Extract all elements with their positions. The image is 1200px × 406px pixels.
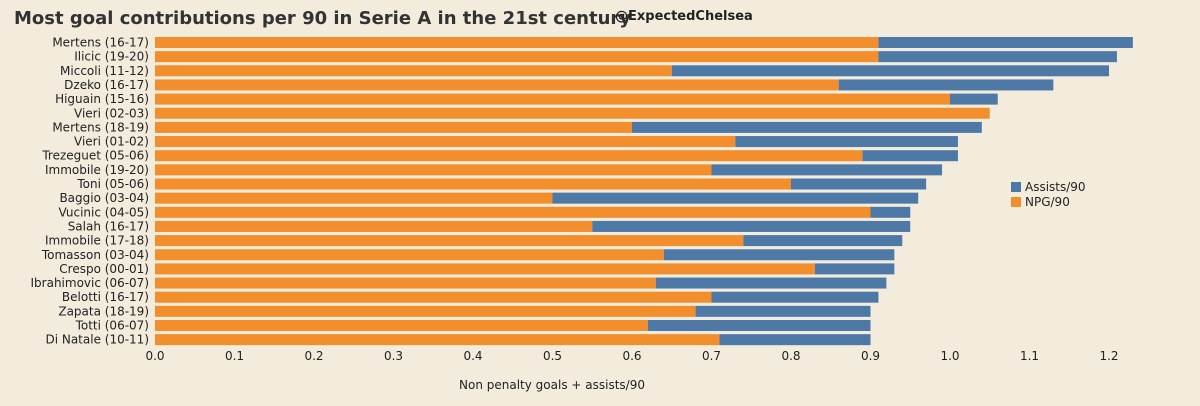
legend-swatch (1011, 197, 1021, 207)
category-label: Tomasson (03-04) (41, 248, 149, 262)
x-tick-labels: 0.0 0.1 0.2 0.3 0.4 0.5 0.6 0.7 0.8 0.9 1.0 1.1 1.2 (145, 349, 1118, 363)
bar-npg-trezeguet-05-06 (155, 150, 863, 162)
legend-label: NPG/90 (1025, 195, 1070, 209)
chart-credit: @ExpectedChelsea (615, 9, 753, 24)
bar-assists-higuain-15-16 (950, 93, 998, 105)
category-label: Baggio (03-04) (59, 191, 149, 205)
x-tick-label: 0.9 (861, 349, 880, 363)
bar-npg-dzeko-16-17 (155, 79, 839, 91)
bar-npg-toni-05-06 (155, 178, 791, 190)
chart-title: Most goal contributions per 90 in Serie … (14, 8, 631, 29)
category-label: Toni (05-06) (76, 177, 149, 191)
bar-assists-belotti-16-17 (711, 291, 879, 303)
bar-assists-salah-16-17 (592, 220, 911, 232)
category-label: Vieri (01-02) (74, 135, 149, 149)
category-label: Zapata (18-19) (58, 304, 149, 318)
bar-assists-immobile-17-18 (743, 235, 903, 247)
bar-npg-vieri-02-03 (155, 107, 990, 119)
bar-npg-zapata-18-19 (155, 305, 696, 317)
bar-npg-mertens-16-17 (155, 37, 879, 48)
category-label: Miccoli (11-12) (60, 64, 149, 78)
category-label: Higuain (15-16) (55, 92, 149, 106)
bar-assists-trezeguet-05-06 (862, 150, 958, 162)
bar-assists-zapata-18-19 (695, 305, 871, 317)
category-label: Belotti (16-17) (62, 290, 149, 304)
bar-npg-salah-16-17 (155, 220, 593, 232)
bar-assists-vucinic-04-05 (870, 206, 911, 218)
bar-npg-immobile-19-20 (155, 164, 712, 176)
bar-assists-mertens-18-19 (632, 121, 982, 133)
category-label: Immobile (17-18) (45, 234, 149, 248)
bar-assists-crespo-00-01 (814, 263, 895, 275)
legend-label: Assists/90 (1025, 180, 1086, 194)
legend-swatch (1011, 182, 1021, 192)
category-label: Ilicic (19-20) (74, 50, 149, 64)
bar-npg-crespo-00-01 (155, 263, 815, 275)
category-label: Vieri (02-03) (74, 106, 149, 120)
x-tick-label: 0.6 (622, 349, 641, 363)
bar-npg-vieri-01-02 (155, 136, 736, 148)
x-tick-label: 0.0 (145, 349, 164, 363)
x-tick-label: 1.0 (940, 349, 959, 363)
x-axis-label: Non penalty goals + assists/90 (459, 378, 645, 392)
bar-assists-dzeko-16-17 (838, 79, 1054, 91)
bar-npg-totti-06-07 (155, 320, 648, 331)
x-tick-label: 0.2 (304, 349, 323, 363)
bar-npg-tomasson-03-04 (155, 249, 664, 261)
bar-npg-mertens-18-19 (155, 121, 632, 133)
bar-assists-ilicic-19-20 (878, 51, 1117, 63)
bar-npg-baggio-03-04 (155, 192, 553, 204)
bar-npg-immobile-17-18 (155, 235, 744, 247)
bar-assists-miccoli-11-12 (671, 65, 1109, 77)
bar-npg-belotti-16-17 (155, 291, 712, 303)
bar-npg-ilicic-19-20 (155, 51, 879, 63)
bar-npg-vucinic-04-05 (155, 206, 871, 218)
x-tick-label: 0.1 (225, 349, 244, 363)
x-tick-label: 1.1 (1020, 349, 1039, 363)
bar-npg-di-natale-10-11 (155, 334, 720, 346)
category-label: Ibrahimovic (06-07) (31, 276, 150, 290)
bars-group (155, 37, 1133, 346)
bar-assists-immobile-19-20 (711, 164, 943, 176)
bar-assists-mertens-16-17 (878, 37, 1133, 48)
bar-assists-di-natale-10-11 (719, 334, 871, 346)
category-label: Salah (16-17) (68, 219, 149, 233)
bar-assists-toni-05-06 (791, 178, 927, 190)
category-label: Totti (06-07) (75, 319, 149, 333)
bar-npg-higuain-15-16 (155, 93, 950, 105)
x-tick-label: 1.2 (1099, 349, 1118, 363)
category-label: Trezeguet (05-06) (41, 149, 149, 163)
bar-npg-ibrahimovic-06-07 (155, 277, 656, 289)
x-tick-label: 0.8 (781, 349, 800, 363)
category-label: Mertens (16-17) (52, 36, 149, 50)
category-label: Immobile (19-20) (45, 163, 149, 177)
x-tick-label: 0.7 (702, 349, 721, 363)
bar-assists-ibrahimovic-06-07 (655, 277, 887, 289)
category-label: Mertens (18-19) (52, 120, 149, 134)
bar-npg-miccoli-11-12 (155, 65, 672, 77)
category-label: Crespo (00-01) (59, 262, 149, 276)
bar-assists-totti-06-07 (647, 320, 871, 331)
bar-assists-tomasson-03-04 (663, 249, 895, 261)
x-tick-label: 0.3 (384, 349, 403, 363)
x-tick-label: 0.5 (543, 349, 562, 363)
category-labels: Mertens (16-17)Ilicic (19-20)Miccoli (11… (31, 36, 150, 347)
bar-assists-vieri-01-02 (735, 136, 958, 148)
bar-assists-baggio-03-04 (552, 192, 919, 204)
category-label: Dzeko (16-17) (64, 78, 149, 92)
category-label: Vucinic (04-05) (58, 205, 149, 219)
category-label: Di Natale (10-11) (45, 333, 149, 347)
x-tick-label: 0.4 (463, 349, 482, 363)
